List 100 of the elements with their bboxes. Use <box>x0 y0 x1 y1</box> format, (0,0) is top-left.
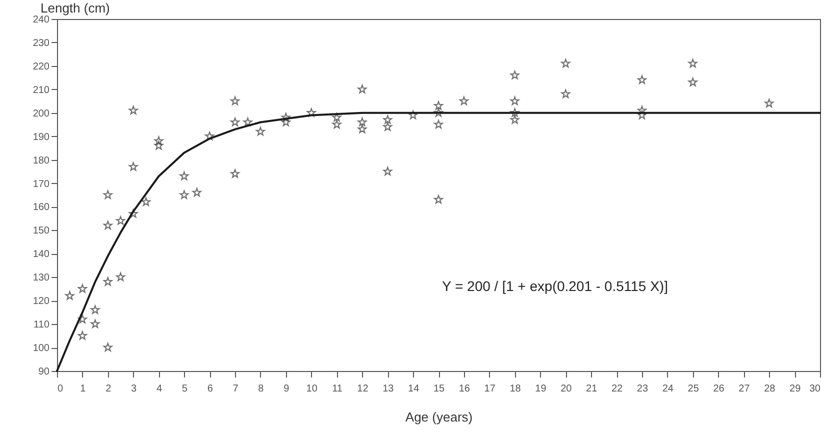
point <box>688 58 698 68</box>
point <box>459 96 468 106</box>
y-tick-label: 100 <box>32 343 50 354</box>
y-tick-label: 200 <box>32 108 50 120</box>
x-tick-label: 13 <box>382 384 394 394</box>
point <box>510 115 520 124</box>
point <box>281 118 290 126</box>
y-tick-label: 130 <box>32 272 50 284</box>
point <box>434 194 444 204</box>
y-tick-label: 140 <box>32 249 50 260</box>
x-tick-label: 8 <box>258 384 264 394</box>
y-axis-title: Length (cm) <box>40 0 110 16</box>
point <box>434 108 444 117</box>
point <box>561 58 570 68</box>
point <box>230 96 240 106</box>
y-tick-label: 210 <box>32 84 50 96</box>
point <box>141 197 151 206</box>
x-tick-label: 22 <box>611 384 624 394</box>
point <box>154 136 164 145</box>
point <box>637 106 646 114</box>
y-tick-label: 120 <box>32 296 50 308</box>
point <box>103 342 112 352</box>
y-tick-label: 190 <box>32 132 50 143</box>
point <box>510 96 520 106</box>
point <box>637 75 646 84</box>
x-tick-label: 14 <box>408 384 420 394</box>
point <box>358 84 367 94</box>
x-tick-label: 23 <box>636 384 648 394</box>
point <box>332 112 342 122</box>
x-tick-label: 12 <box>357 384 369 394</box>
point <box>90 305 100 314</box>
point <box>764 98 774 108</box>
point <box>637 110 646 120</box>
point <box>434 101 444 110</box>
point <box>65 291 74 300</box>
x-tick-label: 0 <box>58 384 64 394</box>
y-tick-label: 150 <box>32 226 50 237</box>
point <box>205 132 214 140</box>
point <box>358 118 367 126</box>
x-tick-label: 17 <box>484 384 496 394</box>
point <box>103 190 112 199</box>
point <box>434 120 444 129</box>
point <box>128 106 138 114</box>
point <box>116 216 126 225</box>
point <box>243 118 252 126</box>
point <box>78 331 87 340</box>
x-tick-label: 25 <box>688 384 700 394</box>
y-tick-label: 180 <box>32 155 50 166</box>
x-tick-label: 18 <box>510 384 522 394</box>
point <box>383 115 392 124</box>
point <box>358 124 367 134</box>
point <box>561 89 570 98</box>
point <box>116 272 126 282</box>
point <box>383 122 392 131</box>
point <box>332 120 342 129</box>
y-tick-label: 230 <box>32 38 50 49</box>
x-tick-label: 15 <box>433 384 445 394</box>
x-tick-label: 4 <box>156 384 162 394</box>
x-tick-label: 29 <box>790 384 802 394</box>
point <box>230 169 240 178</box>
point <box>230 118 240 126</box>
x-tick-label: 10 <box>306 384 318 394</box>
point <box>128 162 138 171</box>
point <box>688 78 698 86</box>
annotation: Y = 200 / [1 + exp(0.201 - 0.5115 X)] <box>442 278 668 294</box>
x-tick-label: 1 <box>80 384 86 394</box>
y-tick-label: 110 <box>34 320 50 331</box>
point <box>256 126 265 136</box>
point <box>103 220 112 230</box>
point <box>383 166 392 176</box>
x-tick-label: 9 <box>284 384 290 394</box>
point <box>510 108 520 117</box>
x-tick-label: 30 <box>809 384 821 394</box>
x-tick-label: 2 <box>106 384 112 394</box>
y-tick-label: 220 <box>32 61 50 72</box>
point <box>281 112 290 122</box>
point <box>128 209 138 218</box>
point <box>90 319 100 328</box>
x-tick-label: 20 <box>560 384 572 394</box>
y-tick-label: 170 <box>32 178 50 190</box>
x-tick-label: 19 <box>535 384 547 394</box>
x-tick-label: 27 <box>738 384 750 394</box>
x-tick-label: 26 <box>713 384 725 394</box>
y-tick-label: 160 <box>32 202 50 214</box>
x-tick-label: 21 <box>586 384 598 394</box>
y-tick-label: 90 <box>38 366 50 378</box>
point <box>306 108 316 117</box>
x-tick-label: 24 <box>662 384 674 394</box>
point <box>78 314 87 324</box>
x-tick-label: 11 <box>332 384 343 394</box>
point <box>78 284 87 293</box>
point <box>510 70 520 80</box>
x-tick-label: 16 <box>458 384 470 394</box>
x-tick-label: 7 <box>232 384 239 394</box>
x-tick-label: 5 <box>182 384 188 394</box>
point <box>180 171 189 180</box>
point <box>103 277 112 286</box>
point <box>154 140 164 150</box>
y-tick-label: 240 <box>32 14 50 26</box>
x-tick-label: 6 <box>207 384 214 394</box>
